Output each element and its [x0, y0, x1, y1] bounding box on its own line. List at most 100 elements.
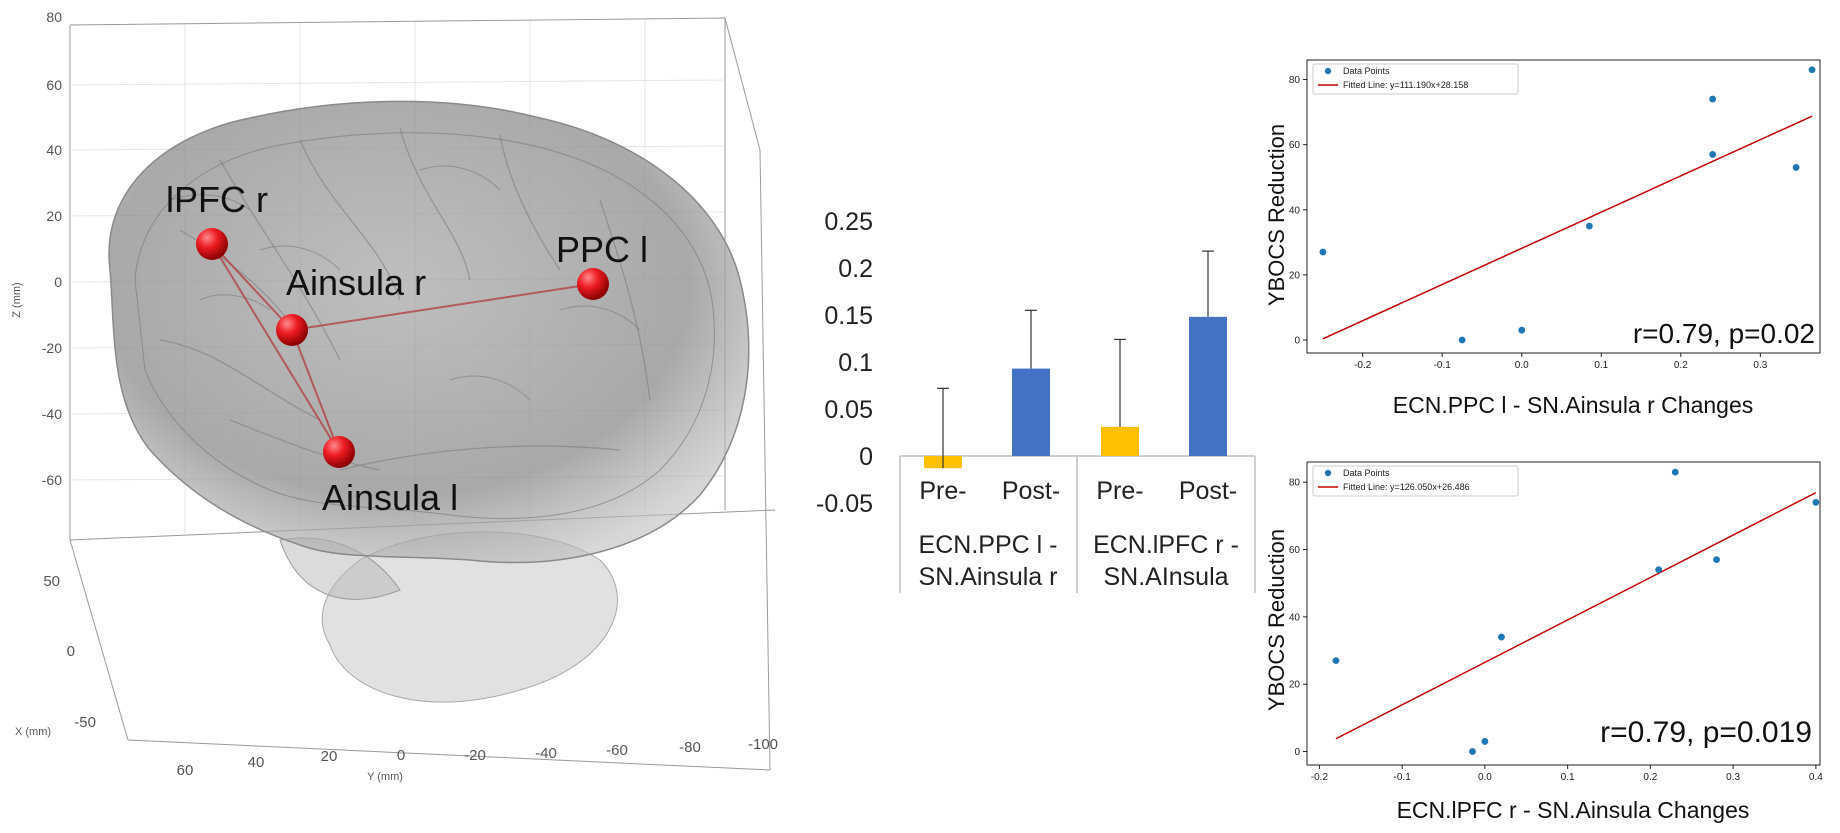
data-point: [1808, 66, 1816, 74]
x-axis-label: X (mm): [15, 726, 51, 738]
stats-annotation: r=0.79, p=0.02: [1633, 318, 1815, 349]
bar-y-tick: -0.05: [816, 490, 873, 518]
legend-points-label: Data Points: [1343, 468, 1390, 478]
bar-group-label: SN.AInsula: [1103, 563, 1228, 591]
fitted-line: [1322, 115, 1813, 340]
z-tick: -60: [42, 472, 62, 488]
node-label-lpfc-r: lPFC r: [166, 179, 268, 220]
x-tick-label: -0.1: [1434, 360, 1452, 371]
legend-point-marker: [1324, 67, 1332, 75]
x-tick-label: -0.1: [1394, 772, 1412, 783]
brain-surface: [108, 100, 750, 703]
z-tick: 60: [46, 77, 62, 93]
scatter-ylabel: YBOCS Reduction: [1264, 529, 1289, 711]
legend-line-label: Fitted Line: y=126.050x+26.486: [1343, 482, 1470, 492]
z-axis-label: Z (mm): [11, 282, 23, 317]
y-tick-label: 60: [1289, 545, 1301, 556]
data-point: [1469, 748, 1476, 755]
scatter-xlabel: ECN.lPFC r - SN.Ainsula Changes: [1397, 797, 1750, 823]
y-tick: -60: [606, 742, 628, 759]
z-tick: 0: [54, 274, 62, 290]
node-ppc-l: [577, 268, 609, 300]
edge-ainsula-r-ainsula-l: [291, 329, 340, 453]
edge-lpfc-ainsula-r: [211, 243, 293, 331]
bar-group-label: ECN.lPFC r -: [1093, 531, 1239, 559]
scatter-bottom: -0.2 -0.1 0.0 0.1 0.2 0.3 0.4 0 20 40 60 80 Data Po…: [1264, 461, 1823, 823]
y-tick-label: 80: [1289, 75, 1301, 86]
y-tick-label: 20: [1289, 680, 1301, 691]
data-point: [1655, 566, 1663, 574]
data-point: [1792, 164, 1800, 171]
legend-point-marker: [1324, 469, 1332, 477]
bar-y-tick: 0.1: [838, 349, 873, 377]
y-tick-label: 0: [1294, 747, 1300, 758]
x-tick-label: 0.1: [1594, 360, 1608, 371]
y-tick: -100: [748, 736, 778, 753]
data-point: [1812, 499, 1820, 506]
bar: [1012, 368, 1050, 456]
bar-category-label: Pre-: [919, 477, 966, 505]
z-tick: 80: [46, 9, 62, 25]
data-point: [1709, 95, 1717, 103]
bar: [1101, 426, 1139, 456]
bar: [1189, 316, 1227, 456]
bar-group-label: SN.Ainsula r: [919, 563, 1058, 591]
scatter-top-frame: [1306, 59, 1821, 354]
z-tick: 40: [46, 142, 62, 158]
x-tick: -50: [74, 714, 96, 731]
y-tick-label: 40: [1289, 612, 1301, 623]
bar-chart: 0.25 0.2 0.15 0.1 0.05 0 -0.05 Pre- Post…: [816, 208, 1256, 593]
bar-y-tick: 0.05: [824, 396, 873, 424]
y-tick: 0: [397, 747, 405, 764]
node-ainsula-l: [323, 436, 355, 468]
data-point: [1671, 468, 1679, 476]
x-tick-label: 0.3: [1726, 772, 1740, 783]
bar-category-label: Post-: [1179, 477, 1237, 505]
scatter-bottom-frame: [1306, 461, 1821, 766]
data-point: [1713, 556, 1720, 564]
legend-box: [1312, 63, 1519, 95]
data-point: [1585, 222, 1593, 230]
legend-points-label: Data Points: [1343, 66, 1390, 76]
bar-category-label: Pre-: [1096, 477, 1143, 505]
x-tick-label: -0.2: [1311, 772, 1329, 783]
edge-ainsula-r-ppc: [291, 283, 594, 331]
x-tick-label: 0.2: [1643, 772, 1657, 783]
bar-category-label: Post-: [1002, 477, 1060, 505]
legend-box: [1312, 465, 1519, 497]
z-tick: 20: [46, 208, 62, 224]
x-tick-label: 0.4: [1809, 772, 1823, 783]
bar-y-tick: 0.25: [824, 208, 873, 236]
node-lpfc-r: [196, 228, 228, 260]
legend-line-label: Fitted Line: y=111.190x+28.158: [1343, 80, 1468, 90]
data-point: [1458, 336, 1466, 344]
data-point: [1332, 657, 1340, 665]
data-point: [1518, 326, 1526, 334]
x-tick-label: 0.0: [1478, 772, 1492, 783]
z-tick: -40: [42, 406, 62, 422]
y-tick-label: 0: [1294, 335, 1300, 346]
y-tick: 40: [248, 754, 265, 771]
scatter-top: -0.2 -0.1 0.0 0.1 0.2 0.3 0 20 40 60 80 Data Point…: [1264, 59, 1821, 418]
scatter-xlabel: ECN.PPC l - SN.Ainsula r Changes: [1393, 392, 1753, 418]
y-tick: -40: [535, 745, 557, 762]
scatter-ylabel: YBOCS Reduction: [1264, 124, 1289, 306]
x-tick-label: -0.2: [1354, 360, 1372, 371]
node-label-ainsula-r: Ainsula r: [286, 262, 426, 303]
node-label-ainsula-l: Ainsula l: [322, 477, 458, 518]
y-tick: -80: [679, 739, 701, 756]
node-ainsula-r: [276, 314, 308, 346]
y-tick-label: 80: [1289, 478, 1301, 489]
data-point: [1498, 633, 1505, 641]
data-point: [1319, 248, 1327, 256]
node-label-ppc-l: PPC l: [556, 229, 648, 270]
y-axis-label: Y (mm): [367, 771, 403, 783]
bar-y-tick: 0: [859, 443, 873, 471]
edge-lpfc-ainsula-l: [211, 243, 340, 453]
y-tick-label: 20: [1289, 270, 1301, 281]
z-tick: -20: [42, 340, 62, 356]
y-tick: 60: [177, 762, 194, 779]
bar-group-label: ECN.PPC l -: [919, 531, 1058, 559]
x-tick-label: 0.1: [1561, 772, 1575, 783]
bar-y-tick: 0.2: [838, 255, 873, 283]
